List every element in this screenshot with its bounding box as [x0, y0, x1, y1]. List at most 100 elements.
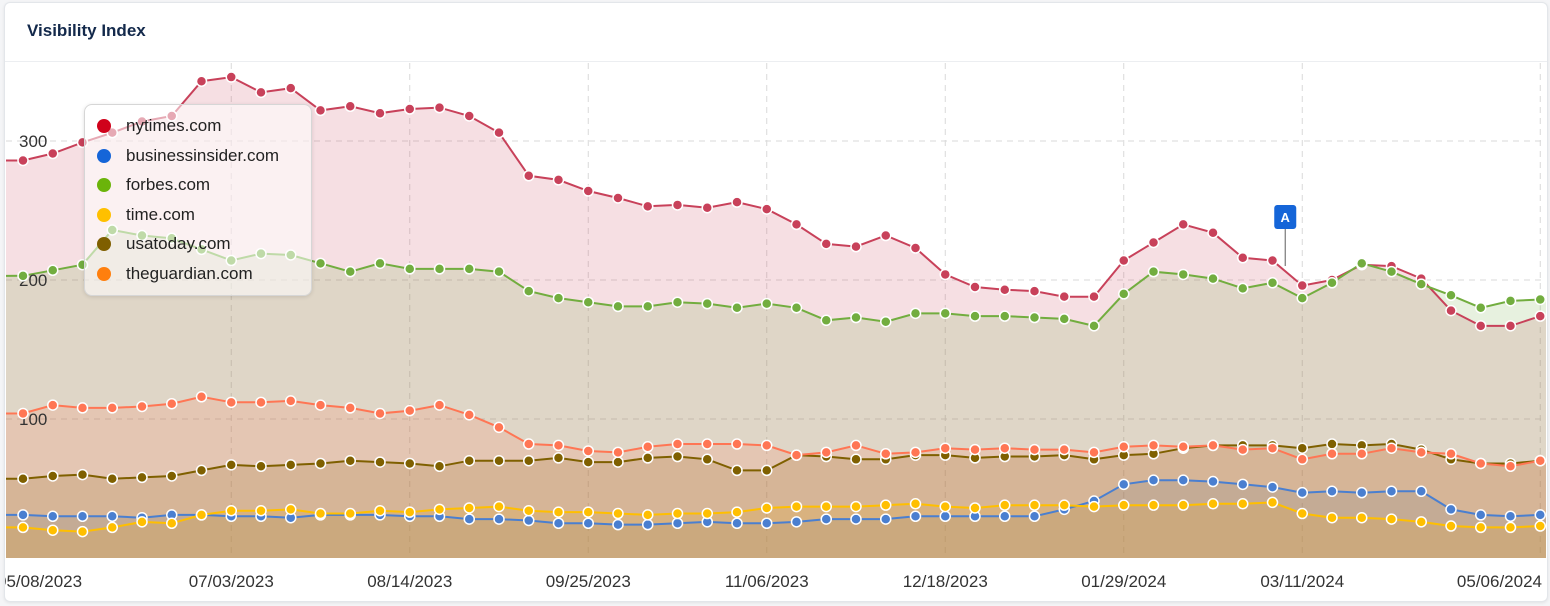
data-point	[1445, 520, 1457, 532]
data-point	[136, 471, 148, 484]
data-point	[1118, 478, 1130, 491]
data-point	[1118, 254, 1130, 267]
data-point	[1534, 520, 1546, 532]
data-point	[463, 409, 475, 421]
data-point	[850, 439, 862, 452]
data-point	[136, 516, 148, 528]
legend-item-theguardian[interactable]: theguardian.com	[97, 263, 253, 285]
data-point	[1118, 441, 1130, 453]
data-point	[642, 300, 654, 313]
data-point	[76, 510, 89, 523]
data-point	[1237, 478, 1249, 491]
data-point	[1028, 443, 1041, 456]
data-point	[1415, 446, 1427, 459]
data-point	[1177, 218, 1189, 231]
data-point	[939, 268, 951, 281]
area-theguardian	[6, 396, 1546, 558]
data-point	[136, 400, 148, 413]
data-point	[1028, 510, 1041, 523]
legend-item-forbes[interactable]: forbes.com	[97, 174, 210, 196]
data-point	[523, 454, 535, 467]
data-point	[1475, 457, 1487, 470]
data-point	[195, 391, 208, 403]
data-point	[344, 507, 356, 520]
data-point	[374, 407, 386, 420]
data-point	[1534, 454, 1546, 467]
data-point	[255, 504, 267, 517]
data-point	[820, 513, 832, 525]
data-point	[1385, 485, 1398, 498]
data-point	[1445, 304, 1457, 317]
legend-label: businessinsider.com	[126, 146, 280, 165]
legend-item-time[interactable]: time.com	[97, 204, 195, 226]
data-point	[195, 75, 208, 87]
data-point	[582, 456, 594, 468]
data-point	[225, 504, 237, 517]
data-point	[909, 242, 922, 254]
legend-item-usatoday[interactable]: usatoday.com	[97, 233, 231, 255]
data-point	[1266, 496, 1279, 509]
data-point	[493, 421, 505, 434]
legend-item-businessinsider[interactable]: businessinsider.com	[97, 145, 279, 167]
data-point	[761, 203, 773, 215]
data-point	[761, 297, 773, 310]
data-point	[47, 147, 59, 160]
data-point	[1028, 499, 1041, 511]
data-point	[701, 201, 713, 214]
data-point	[612, 518, 624, 531]
data-point	[17, 154, 29, 167]
data-point	[374, 257, 386, 270]
data-point	[1415, 516, 1427, 528]
data-point	[1445, 289, 1457, 302]
data-point	[374, 107, 386, 119]
data-point	[1534, 310, 1546, 322]
data-point	[701, 438, 713, 450]
data-point	[790, 218, 803, 231]
data-point	[612, 192, 624, 204]
data-point	[1475, 509, 1487, 521]
data-point	[552, 292, 565, 304]
annotations: A	[1274, 205, 1297, 266]
data-point	[1296, 486, 1308, 499]
data-point	[969, 310, 981, 322]
data-point	[552, 506, 565, 518]
data-point	[671, 517, 684, 529]
data-point	[344, 402, 356, 414]
data-point	[820, 446, 832, 459]
legend-dot-icon	[97, 149, 111, 163]
data-point	[1088, 290, 1100, 303]
data-point	[344, 100, 356, 112]
legend-dot-icon	[97, 178, 111, 192]
data-point	[523, 438, 535, 450]
x-tick-label: 03/11/2024	[1260, 572, 1344, 591]
data-point	[1088, 446, 1100, 459]
legend-label: nytimes.com	[126, 116, 222, 135]
data-point	[671, 296, 684, 308]
data-point	[582, 506, 594, 518]
data-point	[1296, 279, 1308, 292]
data-point	[47, 470, 59, 482]
data-point	[493, 513, 505, 525]
data-point	[820, 314, 832, 327]
data-point	[433, 101, 446, 114]
data-point	[1147, 499, 1160, 511]
data-point	[761, 439, 773, 452]
data-point	[523, 514, 535, 527]
data-point	[1356, 486, 1368, 499]
data-point	[106, 521, 118, 534]
area-forbes	[6, 230, 1546, 558]
data-point	[642, 200, 654, 213]
data-point	[969, 502, 981, 514]
data-point	[523, 170, 535, 182]
data-point	[1475, 302, 1487, 314]
series-areas	[6, 77, 1546, 558]
y-tick-label: 300	[19, 132, 47, 151]
data-point	[1326, 277, 1338, 289]
data-point	[106, 510, 118, 523]
data-point	[1177, 474, 1189, 486]
legend-item-nytimes[interactable]: nytimes.com	[97, 115, 221, 137]
data-point	[909, 307, 922, 320]
annotation-flag	[1274, 205, 1297, 229]
data-point	[850, 311, 862, 324]
legend-label: usatoday.com	[126, 234, 231, 253]
